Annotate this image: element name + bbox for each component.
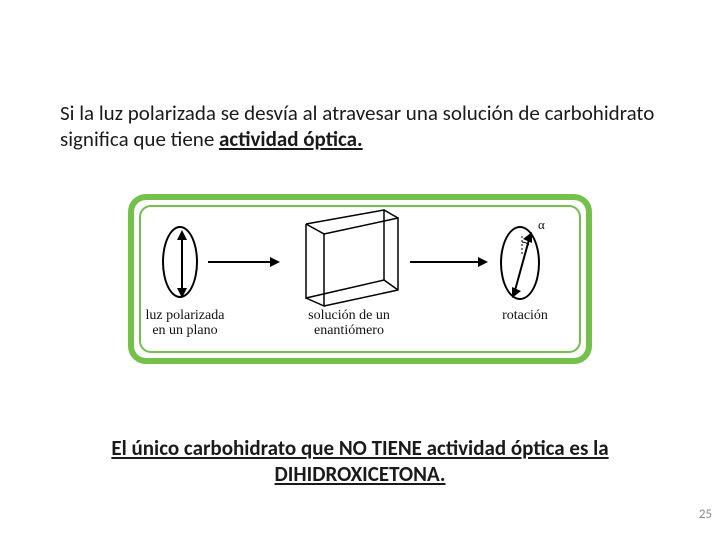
label-polarized-light-line1: luz polarizada: [140, 308, 230, 323]
optical-activity-figure: α luz polarizada en un plano solución de…: [128, 194, 592, 364]
arrow-2-shaft: [410, 261, 478, 263]
vertical-double-arrow-icon: [164, 228, 200, 300]
label-enantiomer-line2: enantiómero: [294, 323, 404, 338]
intro-text-emph: actividad óptica.: [219, 126, 363, 152]
cuvette-prism-icon: [286, 206, 406, 314]
arrow-2-head-icon: [478, 257, 488, 267]
label-enantiomer-line1: solución de un: [294, 308, 404, 323]
label-enantiomer-solution: solución de un enantiómero: [294, 308, 404, 339]
polarized-light-ellipse: [162, 226, 198, 298]
tilted-double-arrow-icon: [502, 228, 542, 302]
conclusion-paragraph: El único carbohidrato que NO TIENE activ…: [60, 435, 660, 488]
page-number: 25: [699, 507, 712, 522]
angle-alpha-label: α: [538, 218, 545, 232]
label-rotation: rotación: [490, 308, 560, 323]
arrow-1-head-icon: [270, 257, 280, 267]
label-polarized-light-line2: en un plano: [140, 323, 230, 338]
label-polarized-light: luz polarizada en un plano: [140, 308, 230, 339]
rotated-light-ellipse: [500, 226, 540, 300]
figure-content: α luz polarizada en un plano solución de…: [134, 200, 586, 358]
arrow-1-shaft: [208, 261, 270, 263]
intro-paragraph: Si la luz polarizada se desvía al atrave…: [60, 100, 660, 153]
